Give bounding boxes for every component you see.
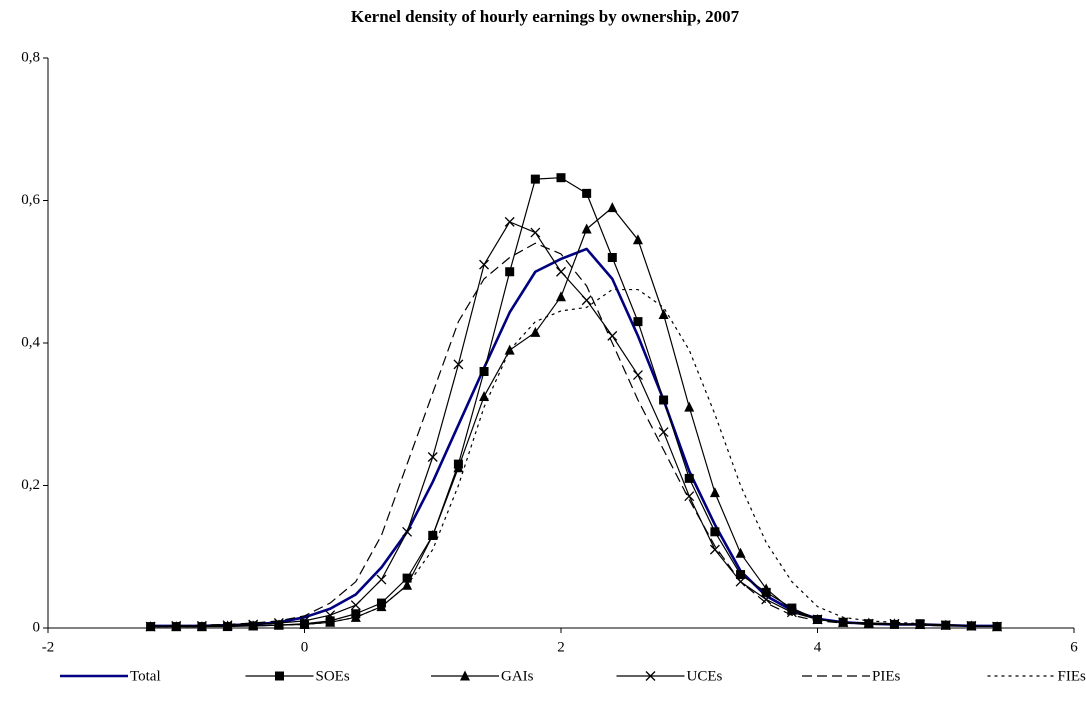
legend-marker [275, 671, 284, 681]
legend-label: Total [130, 668, 161, 684]
y-tick-label: 0,6 [21, 192, 40, 208]
marker [761, 583, 772, 594]
marker [530, 227, 541, 238]
marker [427, 529, 438, 540]
series-line [150, 242, 998, 628]
marker [761, 594, 772, 605]
x-tick-label: -2 [42, 639, 55, 655]
marker [658, 427, 669, 438]
marker [556, 266, 566, 277]
marker [709, 487, 720, 498]
marker [607, 202, 618, 213]
marker [402, 573, 412, 583]
marker [838, 617, 849, 628]
marker [556, 173, 566, 183]
legend-label: SOEs [316, 668, 350, 684]
marker [633, 317, 643, 327]
legend-label: UCEs [687, 668, 723, 684]
y-tick-label: 0 [33, 619, 41, 635]
legend-label: PIEs [872, 668, 901, 684]
series-line [150, 207, 998, 628]
marker [222, 620, 233, 631]
marker [607, 253, 617, 262]
marker [659, 395, 669, 405]
marker [632, 234, 643, 245]
marker [248, 620, 259, 631]
marker [325, 610, 336, 621]
marker [505, 267, 515, 277]
marker [299, 618, 310, 629]
marker [863, 617, 874, 628]
marker [684, 473, 694, 483]
y-tick-label: 0,2 [21, 477, 40, 493]
series-line [150, 288, 998, 628]
marker [736, 570, 746, 580]
marker [171, 620, 182, 631]
marker [504, 216, 515, 227]
marker [812, 614, 823, 625]
series-line [150, 177, 998, 628]
marker [632, 370, 643, 381]
marker [684, 401, 695, 412]
marker [376, 574, 387, 585]
legend-marker [460, 670, 470, 681]
marker [350, 600, 361, 611]
marker [530, 174, 540, 184]
marker [786, 604, 797, 615]
marker [889, 618, 900, 629]
marker [530, 326, 541, 337]
x-tick-label: 2 [557, 639, 565, 655]
legend-label: GAIs [501, 668, 534, 684]
marker [402, 526, 413, 537]
x-tick-label: 0 [301, 639, 309, 655]
marker [581, 295, 592, 306]
chart-title: Kernel density of hourly earnings by own… [351, 7, 740, 26]
marker [479, 390, 490, 401]
marker [325, 616, 336, 627]
marker [248, 619, 259, 630]
x-tick-label: 6 [1070, 639, 1078, 655]
y-tick-label: 0,8 [21, 49, 40, 65]
legend-marker [645, 671, 656, 681]
marker [709, 544, 720, 555]
marker [479, 259, 490, 270]
series-line [150, 221, 998, 628]
marker [556, 291, 566, 302]
marker [710, 527, 720, 537]
legend-label: FIEs [1058, 668, 1086, 684]
marker [607, 330, 618, 341]
marker [453, 462, 464, 473]
marker [453, 359, 464, 370]
marker [273, 618, 284, 628]
marker [581, 223, 592, 234]
marker [786, 607, 797, 618]
marker [658, 309, 669, 319]
x-tick-label: 4 [814, 639, 822, 655]
marker [427, 452, 438, 462]
series-line [150, 247, 998, 628]
marker [479, 367, 489, 376]
marker [915, 619, 926, 630]
marker [735, 547, 746, 558]
marker [940, 620, 951, 631]
marker [582, 188, 592, 198]
marker [196, 620, 207, 631]
y-tick-label: 0,4 [21, 334, 40, 350]
